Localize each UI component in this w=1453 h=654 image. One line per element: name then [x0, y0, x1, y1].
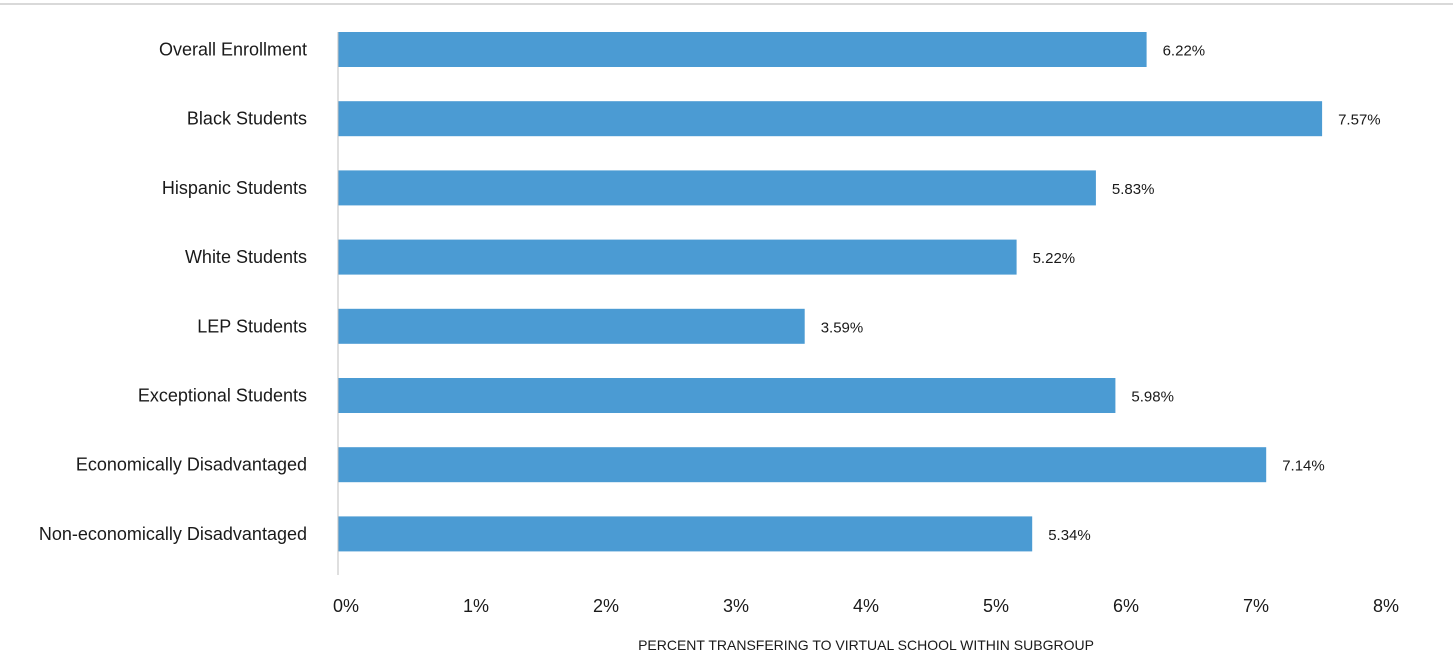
x-tick-label: 3% — [723, 596, 749, 616]
x-tick-label: 7% — [1243, 596, 1269, 616]
category-label: Overall Enrollment — [159, 40, 307, 60]
bar — [338, 101, 1323, 137]
x-tick-label: 0% — [333, 596, 359, 616]
bar — [338, 447, 1267, 483]
data-label: 6.22% — [1163, 43, 1206, 60]
category-labels-group: Overall Enrollment Black Students Hispanic… — [39, 40, 307, 544]
value-labels-group: 6.22% 7.57% 5.83% 5.22% 3.59% 5.98% 7.14% 5.34% — [821, 43, 1381, 544]
bar — [338, 32, 1147, 67]
bar — [338, 308, 805, 344]
x-tick-label: 8% — [1373, 596, 1399, 616]
data-label: 5.22% — [1033, 250, 1076, 267]
x-tick-label: 2% — [593, 596, 619, 616]
category-label: Economically Disadvantaged — [76, 455, 307, 475]
x-tick-label: 5% — [983, 596, 1009, 616]
x-tick-label: 6% — [1113, 596, 1139, 616]
data-label: 5.98% — [1131, 389, 1174, 406]
bars-group — [338, 32, 1323, 552]
x-tick-label: 4% — [853, 596, 879, 616]
bar — [338, 516, 1033, 552]
x-tick-label: 1% — [463, 596, 489, 616]
x-axis-title: PERCENT TRANSFERING TO VIRTUAL SCHOOL WI… — [638, 637, 1094, 653]
data-label: 3.59% — [821, 319, 864, 336]
data-label: 7.57% — [1338, 112, 1381, 129]
category-label: Exceptional Students — [138, 386, 307, 406]
data-label: 7.14% — [1282, 458, 1325, 475]
data-label: 5.83% — [1112, 181, 1155, 198]
bar — [338, 170, 1096, 206]
bar — [338, 239, 1017, 275]
data-label: 5.34% — [1048, 527, 1091, 544]
category-label: White Students — [185, 247, 307, 267]
bar — [338, 378, 1116, 413]
category-label: Black Students — [187, 109, 307, 129]
category-label: LEP Students — [197, 316, 307, 336]
category-label: Hispanic Students — [162, 178, 307, 198]
category-label: Non-economically Disadvantaged — [39, 524, 307, 544]
x-axis-ticks-group: 0% 1% 2% 3% 4% 5% 6% 7% 8% — [333, 596, 1399, 616]
top-divider — [0, 3, 1453, 5]
